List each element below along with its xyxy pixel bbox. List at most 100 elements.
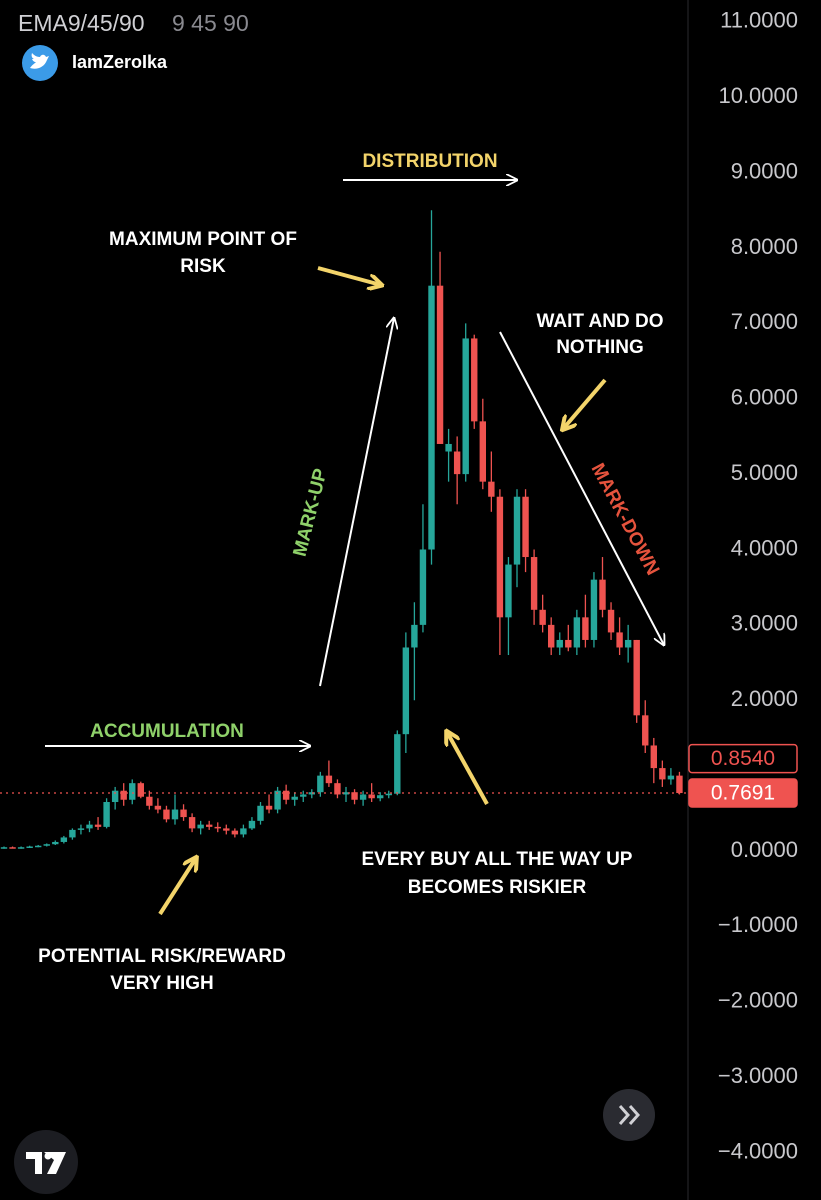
candle-body xyxy=(573,617,581,648)
candle-body xyxy=(530,557,538,610)
candle-body xyxy=(69,829,76,838)
candle-body xyxy=(445,443,452,452)
candle-body xyxy=(35,845,42,848)
candle-body xyxy=(129,783,136,800)
candle-body xyxy=(248,820,256,829)
candle-body xyxy=(274,790,281,810)
candle-body xyxy=(197,824,204,829)
candle-body xyxy=(26,846,33,848)
candle-body xyxy=(282,790,290,800)
candle-body xyxy=(667,775,675,780)
twitter-bird xyxy=(30,53,49,69)
candle-body xyxy=(111,790,119,803)
indicator-name: EMA9/45/90 xyxy=(18,10,145,36)
arrow xyxy=(499,331,664,645)
candle-body xyxy=(317,775,324,793)
candle-body xyxy=(223,828,230,831)
candle-body xyxy=(402,647,410,735)
candle-body xyxy=(43,844,50,846)
scroll-icon xyxy=(618,1105,641,1125)
candle-body xyxy=(419,549,427,625)
candle-body xyxy=(436,285,444,444)
annotation-line: NOTHING xyxy=(556,337,644,358)
plot: 11.0000 10.0000 9.0000 8.0000 7.0000 6.0000 5.… xyxy=(0,8,798,1163)
candle-body xyxy=(479,421,486,482)
price-label: 0.8540 xyxy=(711,747,775,770)
candle-body xyxy=(214,826,221,829)
candle-body xyxy=(377,795,384,799)
candle-body xyxy=(359,794,367,800)
candle-body xyxy=(171,809,179,820)
candle-body xyxy=(633,639,640,716)
annotation-line: POTENTIAL RISK/REWARD xyxy=(38,946,286,967)
candle-body xyxy=(650,745,657,769)
candle-body xyxy=(94,824,102,827)
candle-body xyxy=(513,496,521,565)
candle-body xyxy=(462,338,469,475)
candle-body xyxy=(325,775,333,784)
candle-body xyxy=(453,451,461,475)
annotation: ACCUMULATION xyxy=(90,721,244,742)
candle-body xyxy=(17,847,25,849)
candle-body xyxy=(368,794,375,799)
y-tick-label: 6.0000 xyxy=(731,385,798,410)
y-tick-label: 0.0000 xyxy=(731,837,798,862)
candle-body xyxy=(52,841,59,845)
price-label-box xyxy=(688,778,798,808)
candle-body xyxy=(300,794,307,797)
candle-body xyxy=(659,768,666,780)
y-tick-label: −4.0000 xyxy=(718,1138,798,1163)
arrow xyxy=(319,318,394,687)
candle-body xyxy=(428,285,435,550)
annotation: DISTRIBUTION xyxy=(362,151,497,172)
candle-body xyxy=(539,609,546,625)
candle-body xyxy=(522,496,529,558)
candle-body xyxy=(257,805,264,821)
candle-body xyxy=(676,775,683,794)
annotation-line: VERY HIGH xyxy=(110,973,213,994)
y-tick-label: 2.0000 xyxy=(731,686,798,711)
annotation-line: ACCUMULATION xyxy=(90,721,244,742)
candle-body xyxy=(607,609,615,633)
annotation: POTENTIAL RISK/REWARD VERY HIGH xyxy=(38,946,286,994)
candle-body xyxy=(120,790,127,800)
candle-body xyxy=(471,338,478,422)
candle-body xyxy=(505,564,512,618)
candle-body xyxy=(548,624,555,648)
y-tick-label: 8.0000 xyxy=(731,234,798,259)
y-tick-label: 3.0000 xyxy=(731,611,798,636)
annotation: MAXIMUM POINT OF RISK xyxy=(109,229,297,277)
candle-body xyxy=(154,805,162,810)
candle-body xyxy=(308,792,315,795)
annotation-line: WAIT AND DO xyxy=(536,311,663,332)
annotation: EVERY BUY ALL THE WAY UP BECOMES RISKIER xyxy=(361,849,632,898)
annotation-line: DISTRIBUTION xyxy=(362,151,497,172)
logo xyxy=(26,1152,66,1174)
candle-body xyxy=(642,715,649,746)
candle-body xyxy=(137,783,144,797)
candle-body xyxy=(394,734,401,794)
candle-body xyxy=(291,796,298,800)
candle-body xyxy=(582,617,589,640)
candle-body xyxy=(240,828,247,835)
y-tick-label: 4.0000 xyxy=(731,535,798,560)
candle-body xyxy=(9,847,16,849)
y-tick-label: 11.0000 xyxy=(720,8,798,33)
annotation-line: MAXIMUM POINT OF xyxy=(109,229,297,250)
y-tick-label: 9.0000 xyxy=(731,158,798,183)
candle-body xyxy=(556,639,563,648)
logo-badge xyxy=(14,1130,78,1194)
candle-body xyxy=(188,817,196,829)
arrow xyxy=(447,732,489,805)
arrow xyxy=(317,266,381,285)
candle-body xyxy=(342,792,350,795)
candle-body xyxy=(77,828,85,830)
annotation-line: BECOMES RISKIER xyxy=(408,877,587,898)
candle-body xyxy=(411,624,418,648)
arrow xyxy=(158,858,196,916)
candle-body xyxy=(334,783,341,795)
arrow xyxy=(563,378,607,429)
